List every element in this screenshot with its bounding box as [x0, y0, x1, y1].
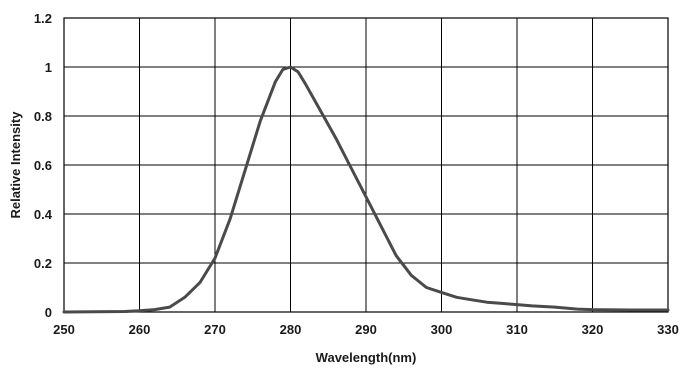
y-tick-label-0.8: 0.8: [34, 109, 52, 124]
series-layer: [62, 65, 670, 314]
x-tick-label-300: 300: [431, 322, 453, 337]
x-tick-label-310: 310: [506, 322, 528, 337]
x-tick-label-250: 250: [53, 322, 75, 337]
x-tick-label-320: 320: [582, 322, 604, 337]
y-axis-label: Relative Intensity: [8, 111, 23, 219]
x-tick-label-280: 280: [280, 322, 302, 337]
x-tick-label-330: 330: [657, 322, 679, 337]
x-tick-label-290: 290: [355, 322, 377, 337]
y-tick-label-0.2: 0.2: [34, 256, 52, 271]
series-line-0: [62, 65, 670, 314]
x-axis-label: Wavelength(nm): [316, 350, 417, 365]
y-tick-label-0.6: 0.6: [34, 158, 52, 173]
x-tick-label-270: 270: [204, 322, 226, 337]
y-tick-label-1: 1: [45, 60, 52, 75]
y-tick-label-0: 0: [45, 305, 52, 320]
x-axis-ticks: 250 260 270 280 290 300 310 320 330: [53, 322, 679, 337]
grid: [63, 17, 669, 313]
y-tick-label-0.4: 0.4: [34, 207, 53, 222]
y-axis-ticks: 0 0.2 0.4 0.6 0.8 1 1.2: [34, 11, 53, 320]
y-tick-label-1.2: 1.2: [34, 11, 52, 26]
x-tick-label-260: 260: [129, 322, 151, 337]
